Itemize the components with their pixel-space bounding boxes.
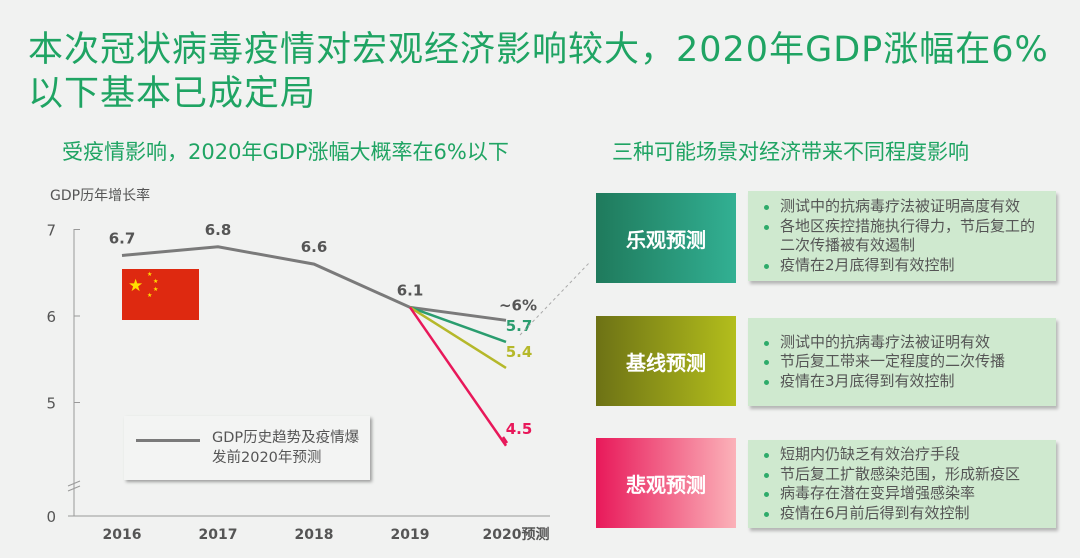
bullet-item: 疫情在2月底得到有效控制 xyxy=(762,256,1046,276)
x-tick-label: 2016 xyxy=(103,527,142,543)
data-label: 6.7 xyxy=(109,229,136,247)
pessimistic-tail xyxy=(501,436,509,444)
y-tick-label: 0 xyxy=(46,508,56,526)
series-line-history xyxy=(121,245,507,322)
bullet-item: 疫情在3月底得到有效控制 xyxy=(762,372,1046,392)
chart-legend: GDP历史趋势及疫情爆发前2020年预测 xyxy=(124,416,370,480)
x-tick-label: 2017 xyxy=(199,527,238,543)
scenario-optimistic-label: 乐观预测 xyxy=(596,193,736,283)
y-tick-label: 5 xyxy=(46,395,56,413)
series-line-pessimistic xyxy=(408,306,508,447)
y-axis-label: GDP历年增长率 xyxy=(50,187,150,204)
page-title: 本次冠状病毒疫情对宏观经济影响较大，2020年GDP涨幅在6%以下基本已成定局 xyxy=(28,30,1049,114)
data-label: 6.6 xyxy=(301,238,328,256)
flag-star-icon: ★ xyxy=(147,271,152,278)
x-tick-label: 2020预测 xyxy=(483,526,550,543)
bullet-item: 节后复工带来一定程度的二次传播 xyxy=(762,352,1046,372)
y-tick-label: 7 xyxy=(46,222,56,240)
flag-star-icon: ★ xyxy=(153,286,158,293)
bullet-list: 测试中的抗病毒疗法被证明有效 节后复工带来一定程度的二次传播 疫情在3月底得到有效控… xyxy=(762,333,1046,392)
scenario-baseline-label: 基线预测 xyxy=(596,316,736,406)
data-label: 4.5 xyxy=(506,420,533,438)
china-flag-icon xyxy=(122,269,199,320)
left-subtitle: 受疫情影响，2020年GDP涨幅大概率在6%以下 xyxy=(62,140,509,164)
data-label: 5.4 xyxy=(506,343,533,361)
flag-star-icon: ★ xyxy=(147,292,152,299)
legend-label: GDP历史趋势及疫情爆发前2020年预测 xyxy=(212,430,360,466)
series-line-baseline xyxy=(409,306,507,369)
bullet-list: 测试中的抗病毒疗法被证明高度有效 各地区疾控措施执行得力，节后复工的二次传播被有效… xyxy=(762,197,1046,275)
scenario-baseline-details: 测试中的抗病毒疗法被证明有效 节后复工带来一定程度的二次传播 疫情在3月底得到有效控… xyxy=(748,318,1056,406)
scenario-pessimistic-label: 悲观预测 xyxy=(596,438,736,528)
flag-star-icon: ★ xyxy=(128,276,143,296)
data-label: ~6% xyxy=(499,296,537,314)
bullet-item: 病毒存在潜在变异增强感染率 xyxy=(762,484,1046,504)
series-line-optimistic xyxy=(409,306,507,344)
scenario-connector-line xyxy=(519,261,591,336)
axis-break-mark xyxy=(67,485,81,492)
axis-break-mark xyxy=(67,480,81,487)
y-tick-label: 6 xyxy=(46,308,56,326)
scenario-optimistic-details: 测试中的抗病毒疗法被证明高度有效 各地区疾控措施执行得力，节后复工的二次传播被有效… xyxy=(748,191,1056,281)
bullet-item: 测试中的抗病毒疗法被证明有效 xyxy=(762,333,1046,353)
bullet-item: 测试中的抗病毒疗法被证明高度有效 xyxy=(762,197,1046,217)
data-label: 5.7 xyxy=(506,317,533,335)
x-tick-label: 2019 xyxy=(391,527,430,543)
scenario-pessimistic-details: 短期内仍缺乏有效治疗手段 节后复工扩散感染范围，形成新疫区 病毒存在潜在变异增强感染… xyxy=(748,440,1056,528)
bullet-item: 各地区疾控措施执行得力，节后复工的二次传播被有效遏制 xyxy=(762,217,1046,256)
data-label: 6.1 xyxy=(397,281,424,299)
bullet-item: 短期内仍缺乏有效治疗手段 xyxy=(762,445,1046,465)
bullet-list: 短期内仍缺乏有效治疗手段 节后复工扩散感染范围，形成新疫区 病毒存在潜在变异增强感染… xyxy=(762,445,1046,523)
legend-swatch xyxy=(136,439,200,442)
x-tick-label: 2018 xyxy=(295,527,334,543)
flag-star-icon: ★ xyxy=(153,278,158,285)
right-subtitle: 三种可能场景对经济带来不同程度影响 xyxy=(612,140,969,164)
bullet-item: 节后复工扩散感染范围，形成新疫区 xyxy=(762,465,1046,485)
data-label: 6.8 xyxy=(205,221,232,239)
bullet-item: 疫情在6月前后得到有效控制 xyxy=(762,504,1046,524)
